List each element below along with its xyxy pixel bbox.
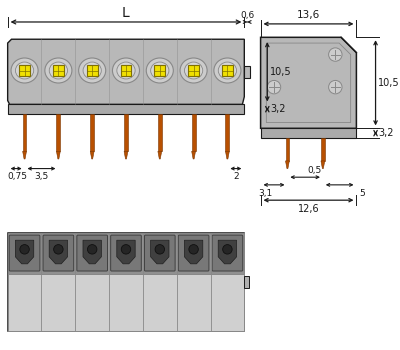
Text: 0,6: 0,6 [240,11,254,20]
Text: 3,2: 3,2 [378,128,394,138]
Circle shape [20,245,29,254]
Polygon shape [56,151,60,159]
FancyBboxPatch shape [178,235,209,271]
FancyBboxPatch shape [144,235,175,271]
Bar [222,65,233,76]
Bar [124,114,128,151]
Polygon shape [8,39,244,104]
FancyBboxPatch shape [212,235,243,271]
Polygon shape [83,240,101,264]
Bar [154,65,165,76]
Circle shape [189,245,198,254]
Bar [244,276,249,288]
Text: 2: 2 [233,173,239,181]
Bar [158,114,162,151]
Polygon shape [184,240,203,264]
Circle shape [329,80,342,94]
Circle shape [223,245,232,254]
Text: 10,5: 10,5 [270,67,292,77]
Circle shape [155,245,164,254]
Polygon shape [218,240,236,264]
Polygon shape [321,161,325,169]
Ellipse shape [16,62,34,79]
Ellipse shape [146,58,173,83]
Circle shape [121,245,131,254]
Polygon shape [90,151,94,159]
Ellipse shape [180,58,207,83]
Polygon shape [226,151,229,159]
Bar [286,138,289,161]
Text: 13,6: 13,6 [297,10,320,20]
Bar [188,65,199,76]
Polygon shape [158,151,162,159]
Bar [87,65,98,76]
Ellipse shape [11,58,38,83]
Circle shape [267,80,281,94]
Polygon shape [192,151,196,159]
FancyBboxPatch shape [77,235,108,271]
Bar [90,114,94,151]
Bar [120,65,131,76]
Bar [192,114,196,151]
Text: 3,1: 3,1 [259,189,273,198]
Polygon shape [15,240,34,264]
Polygon shape [150,240,169,264]
Text: 12,6: 12,6 [298,204,319,214]
Polygon shape [260,37,356,128]
Ellipse shape [214,58,241,83]
Bar [260,128,356,138]
Text: 0,5: 0,5 [307,166,321,175]
Bar [226,114,229,151]
Bar [8,233,244,274]
FancyBboxPatch shape [111,235,141,271]
Bar [8,104,244,114]
FancyBboxPatch shape [9,235,40,271]
Ellipse shape [117,62,135,79]
Circle shape [88,245,97,254]
Bar [56,114,60,151]
Polygon shape [124,151,128,159]
Ellipse shape [83,62,101,79]
Circle shape [54,245,63,254]
Bar [244,65,250,78]
Circle shape [329,48,342,61]
Ellipse shape [218,62,236,79]
FancyBboxPatch shape [43,235,74,271]
Text: 10,5: 10,5 [378,78,400,88]
Ellipse shape [184,62,203,79]
Text: 3,2: 3,2 [270,104,286,114]
Ellipse shape [112,58,140,83]
Bar [23,114,26,151]
Bar [8,233,244,331]
Ellipse shape [151,62,169,79]
Bar [53,65,64,76]
Bar [19,65,30,76]
Ellipse shape [45,58,72,83]
Ellipse shape [79,58,106,83]
Text: 5: 5 [359,189,365,198]
Polygon shape [23,151,26,159]
Text: L: L [122,6,130,20]
Bar [321,138,325,161]
Polygon shape [49,240,68,264]
Text: 3,5: 3,5 [34,173,48,181]
Polygon shape [117,240,135,264]
Text: 0,75: 0,75 [8,173,28,181]
Bar [8,274,244,331]
Polygon shape [286,161,289,169]
Ellipse shape [49,62,68,79]
